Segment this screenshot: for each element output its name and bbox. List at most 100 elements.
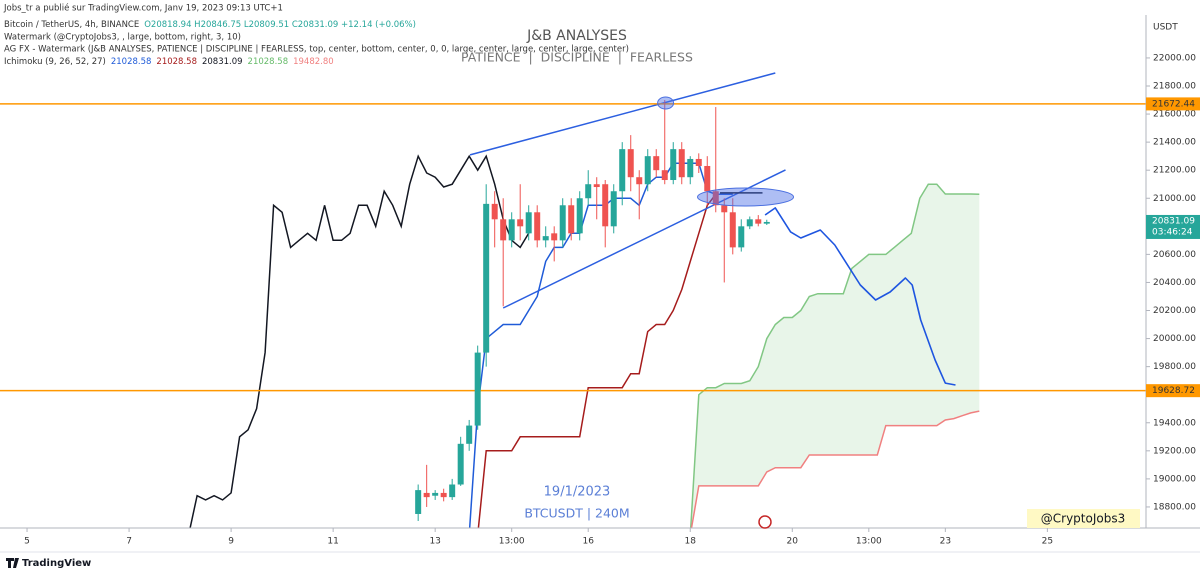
watermark-subtitle: PATIENCE | DISCIPLINE | FEARLESS [461, 50, 693, 65]
x-tick-label: 16 [582, 537, 594, 547]
candle-body [687, 158, 694, 178]
candle-body [661, 170, 668, 181]
level-label: 19628.72 [1152, 386, 1195, 396]
x-tick-label: 18 [685, 537, 697, 547]
plot-area [0, 72, 1146, 528]
candle-body [457, 443, 464, 485]
candle-body [746, 219, 753, 227]
logo-icon [6, 558, 19, 568]
indicator-line [690, 410, 980, 528]
candle-body [729, 212, 736, 248]
indicator-name: Ichimoku (9, 26, 52, 27) [4, 57, 106, 67]
candle-body [423, 492, 430, 498]
x-tick-label: 13:00 [499, 537, 525, 547]
candle-body [491, 203, 498, 220]
y-tick-label: 20600.00 [1153, 250, 1196, 260]
cloud-fill [690, 184, 980, 528]
candle-body [763, 221, 770, 224]
y-tick-label: 20400.00 [1153, 278, 1196, 288]
y-tick-label: 20200.00 [1153, 306, 1196, 316]
candle-body [678, 149, 685, 178]
watermark-date: 19/1/2023 [544, 485, 611, 500]
event-icon[interactable] [758, 515, 772, 529]
candle-body [712, 191, 719, 206]
x-tick-label: 7 [126, 537, 132, 547]
y-tick-label: 18800.00 [1153, 502, 1196, 512]
candle-body [755, 219, 762, 224]
candle-body [466, 425, 473, 444]
y-tick-label: 19800.00 [1153, 362, 1196, 372]
x-tick-label: 23 [940, 537, 951, 547]
x-tick-label: 5 [24, 537, 30, 547]
candle-body [704, 165, 711, 192]
candle-body [559, 205, 566, 241]
countdown-label: 03:46:24 [1152, 227, 1193, 237]
candle-body [670, 149, 677, 181]
candle-body [721, 205, 728, 213]
y-tick-label: 21000.00 [1153, 194, 1196, 204]
candle-body [534, 212, 541, 241]
axes: USDT 22000.00 21800.00 21600.00 21400.00 2120… [24, 23, 1200, 547]
candle-body [432, 492, 439, 496]
y-tick-label: 19400.00 [1153, 418, 1196, 428]
x-tick-label: 13 [429, 537, 440, 547]
ohlc: O20818.94 H20846.75 L20809.51 C20831.09 … [144, 20, 416, 30]
watermark-title: J&B ANALYSES [526, 28, 627, 44]
candle-body [585, 184, 592, 199]
candle-body [415, 490, 422, 514]
forecast-line [764, 207, 956, 386]
candle-body [576, 198, 583, 234]
y-tick-label: 21800.00 [1153, 82, 1196, 92]
indicator-value: 21028.58 [248, 57, 289, 67]
trendline [469, 72, 776, 156]
signature: @CryptoJobs3 [1041, 512, 1125, 526]
candle-body [517, 219, 524, 227]
candle-body [483, 203, 490, 353]
candle-body [619, 149, 626, 192]
level-label: 21672.44 [1152, 99, 1195, 109]
indicator-line: Watermark (@CryptoJobs3, , large, bottom… [4, 33, 241, 43]
indicator-line: AG FX - Watermark (J&B ANALYSES, PATIENC… [4, 45, 629, 55]
indicator-line [189, 154, 530, 528]
candle-body [610, 191, 617, 227]
highlight-ellipse [657, 96, 675, 110]
signature-box [1027, 509, 1140, 528]
y-unit: USDT [1153, 23, 1178, 33]
symbol: Bitcoin / TetherUS, 4h, BINANCE [4, 20, 139, 30]
indicator-value: 20831.09 [202, 57, 243, 67]
last-price-box [1146, 214, 1200, 239]
candle-body [602, 184, 609, 227]
indicator-line [689, 183, 980, 528]
candle-body [474, 352, 481, 426]
level-label-box [1146, 384, 1200, 398]
candle-body [738, 226, 745, 248]
candle-body [593, 184, 600, 188]
candle-body [695, 158, 702, 166]
x-tick-label: 25 [1042, 537, 1053, 547]
x-tick-label: 20 [787, 537, 799, 547]
footer-logo[interactable]: TradingView [22, 558, 91, 569]
y-tick-label: 19000.00 [1153, 474, 1196, 484]
candle-body [500, 219, 507, 241]
candle-body [542, 236, 549, 241]
candle-body [508, 219, 515, 241]
highlight-ellipse [697, 187, 795, 207]
watermark-symbol: BTCUSDT | 240M [524, 506, 629, 521]
y-tick-label: 22000.00 [1153, 53, 1196, 63]
candle-body [627, 149, 634, 178]
candle-body [568, 205, 575, 234]
last-price-label: 20831.09 [1152, 216, 1195, 226]
indicator-value: 21028.58 [156, 57, 197, 67]
y-tick-label: 21200.00 [1153, 166, 1196, 176]
indicator-line [477, 193, 717, 528]
candle-body [653, 156, 660, 171]
candle-body [636, 177, 643, 185]
y-tick-label: 21400.00 [1153, 138, 1196, 148]
y-tick-label: 19200.00 [1153, 446, 1196, 456]
indicator-value: 19482.80 [293, 57, 334, 67]
indicator-line: Ichimoku (9, 26, 52, 27) 21028.58 21028.58… [4, 57, 334, 67]
indicator-value: 21028.58 [111, 57, 152, 67]
x-tick-label: 9 [228, 537, 234, 547]
